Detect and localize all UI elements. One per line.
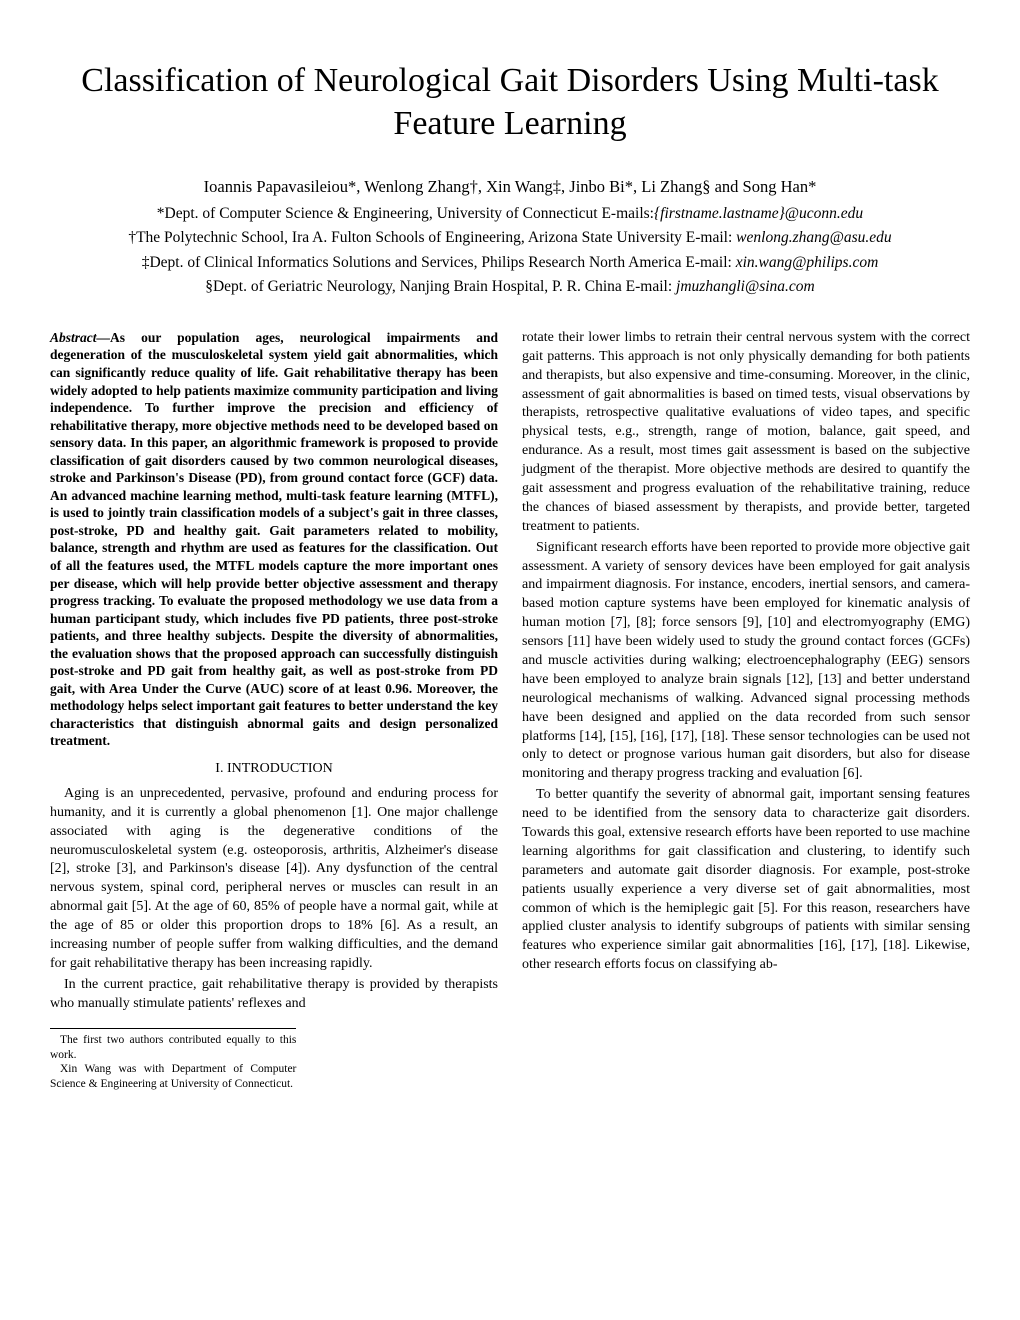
- affil-4-text: §Dept. of Geriatric Neurology, Nanjing B…: [205, 278, 676, 295]
- footnote-2: Xin Wang was with Department of Computer…: [50, 1062, 296, 1092]
- affil-2-email: wenlong.zhang@asu.edu: [736, 229, 891, 246]
- abstract-label: Abstract—: [50, 330, 110, 345]
- paper-title: Classification of Neurological Gait Diso…: [50, 60, 970, 145]
- affil-1-email: {firstname.lastname}@uconn.edu: [654, 205, 863, 222]
- col2-paragraph-1: rotate their lower limbs to retrain thei…: [522, 329, 970, 537]
- col2-paragraph-2: Significant research efforts have been r…: [522, 539, 970, 785]
- affil-3-email: xin.wang@philips.com: [736, 254, 879, 271]
- abstract-text: As our population ages, neurological imp…: [50, 330, 498, 749]
- abstract-block: Abstract—As our population ages, neurolo…: [50, 329, 498, 750]
- affiliation-3: ‡Dept. of Clinical Informatics Solutions…: [50, 252, 970, 274]
- affil-4-email: jmuzhangli@sina.com: [676, 278, 815, 295]
- two-column-body: Abstract—As our population ages, neurolo…: [50, 329, 970, 1092]
- affil-2-text: †The Polytechnic School, Ira A. Fulton S…: [128, 229, 736, 246]
- affiliation-1: *Dept. of Computer Science & Engineering…: [50, 203, 970, 225]
- col2-paragraph-3: To better quantify the severity of abnor…: [522, 786, 970, 975]
- affiliation-4: §Dept. of Geriatric Neurology, Nanjing B…: [50, 276, 970, 298]
- footnote-1: The first two authors contributed equall…: [50, 1033, 296, 1063]
- intro-paragraph-2: In the current practice, gait rehabilita…: [50, 976, 498, 1014]
- section-1-heading: I. INTRODUCTION: [50, 760, 498, 779]
- intro-paragraph-1: Aging is an unprecedented, pervasive, pr…: [50, 785, 498, 974]
- footnote-block: The first two authors contributed equall…: [50, 1028, 296, 1093]
- right-column: rotate their lower limbs to retrain thei…: [522, 329, 970, 1092]
- left-column: Abstract—As our population ages, neurolo…: [50, 329, 498, 1092]
- affil-1-text: *Dept. of Computer Science & Engineering…: [157, 205, 654, 222]
- author-list: Ioannis Papavasileiou*, Wenlong Zhang†, …: [50, 177, 970, 197]
- affiliation-2: †The Polytechnic School, Ira A. Fulton S…: [50, 227, 970, 249]
- affil-3-text: ‡Dept. of Clinical Informatics Solutions…: [142, 254, 736, 271]
